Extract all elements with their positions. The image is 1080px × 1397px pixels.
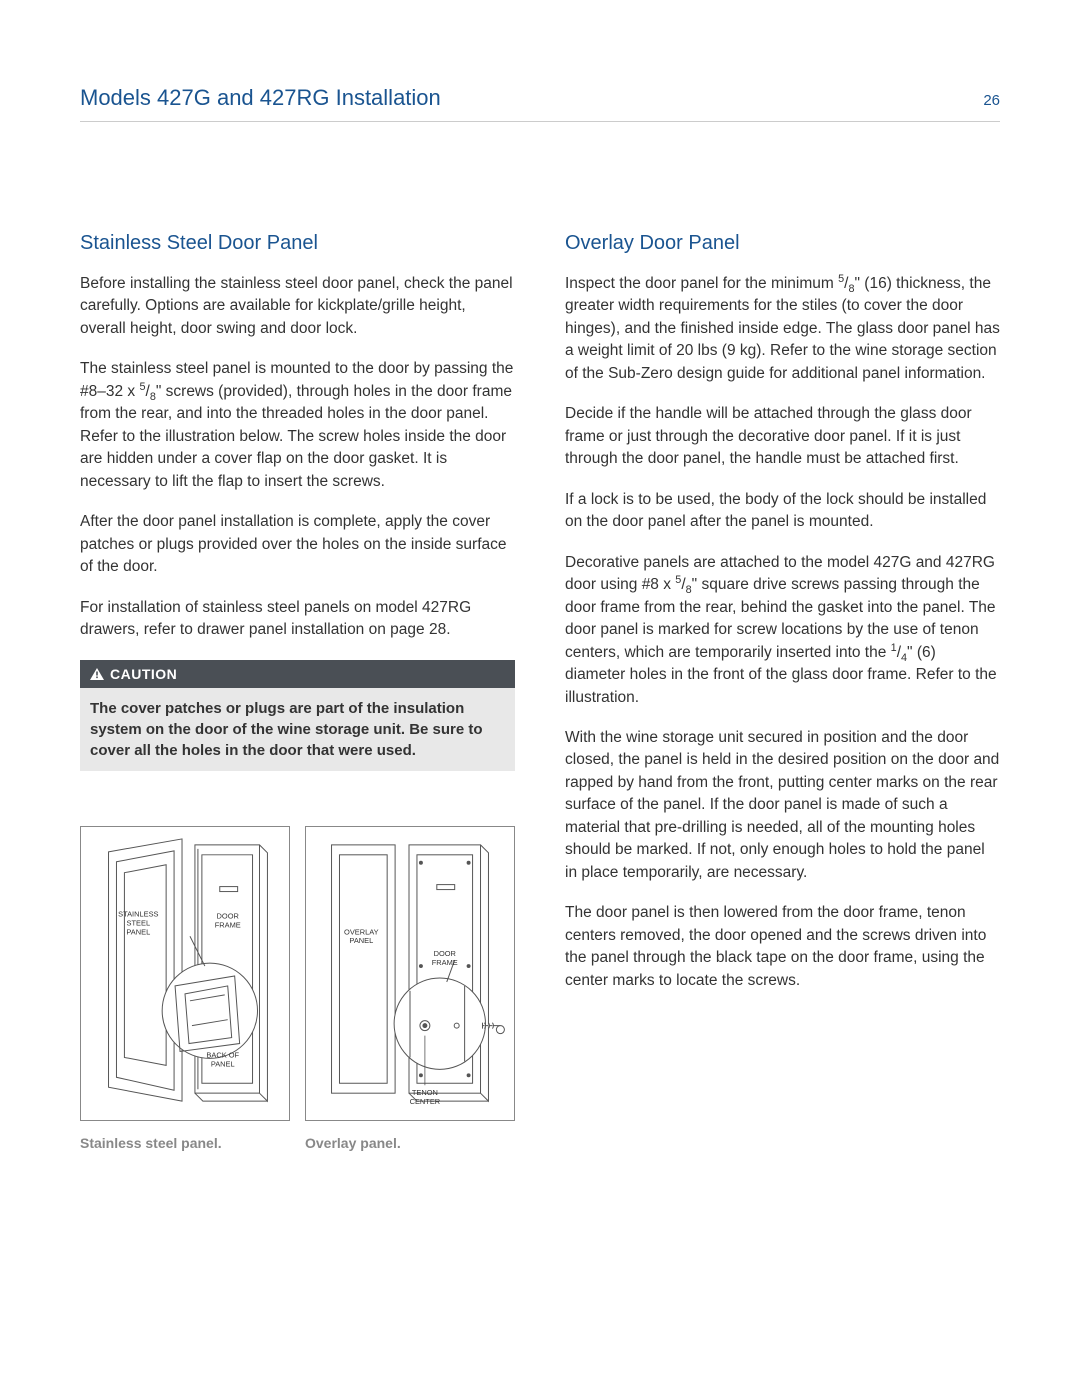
content-columns: Stainless Steel Door Panel Before instal…: [80, 232, 1000, 1151]
left-p3: After the door panel installation is com…: [80, 511, 515, 578]
caution-label: CAUTION: [110, 666, 177, 682]
stainless-panel-diagram: STAINLESS STEEL PANEL DOOR FRAME BACK OF…: [81, 827, 289, 1120]
frac-n: 5: [675, 574, 681, 586]
label-back-1: BACK OF: [206, 1050, 239, 1059]
label-frame2-1: DOOR: [434, 949, 457, 958]
left-p4: For installation of stainless steel pane…: [80, 597, 515, 642]
label-frame2-2: FRAME: [432, 958, 458, 967]
right-p3: If a lock is to be used, the body of the…: [565, 489, 1000, 534]
caution-body: The cover patches or plugs are part of t…: [80, 688, 515, 771]
label-frame-2: FRAME: [215, 920, 241, 929]
label-tenon-1: TENON: [412, 1088, 438, 1097]
frac-n: 5: [838, 273, 844, 285]
page-number: 26: [983, 92, 1000, 109]
right-column: Overlay Door Panel Inspect the door pane…: [565, 232, 1000, 1151]
label-overlay-2: PANEL: [349, 936, 373, 945]
caution-bar: CAUTION: [80, 660, 515, 688]
frac-n: 1: [891, 641, 897, 653]
label-stainless-2: STEEL: [127, 918, 151, 927]
right-heading: Overlay Door Panel: [565, 232, 1000, 255]
label-tenon-2: CENTER: [410, 1097, 441, 1106]
figure-row: STAINLESS STEEL PANEL DOOR FRAME BACK OF…: [80, 826, 515, 1151]
fig1-caption: Stainless steel panel.: [80, 1135, 290, 1151]
right-p4: Decorative panels are attached to the mo…: [565, 552, 1000, 709]
label-stainless-3: PANEL: [126, 927, 150, 936]
label-stainless-1: STAINLESS: [118, 909, 158, 918]
figure-overlay: OVERLAY PANEL DOOR FRAME TENON CENTER: [305, 826, 515, 1121]
warning-icon: [90, 668, 104, 680]
figure-stainless-wrapper: STAINLESS STEEL PANEL DOOR FRAME BACK OF…: [80, 826, 290, 1151]
label-overlay-1: OVERLAY: [344, 927, 379, 936]
right-p2: Decide if the handle will be attached th…: [565, 403, 1000, 470]
label-frame-1: DOOR: [217, 911, 240, 920]
page-header: Models 427G and 427RG Installation 26: [80, 85, 1000, 122]
left-p2: The stainless steel panel is mounted to …: [80, 358, 515, 493]
figure-stainless: STAINLESS STEEL PANEL DOOR FRAME BACK OF…: [80, 826, 290, 1121]
right-p1a: Inspect the door panel for the minimum: [565, 275, 838, 292]
figure-overlay-wrapper: OVERLAY PANEL DOOR FRAME TENON CENTER Ov…: [305, 826, 515, 1151]
left-heading: Stainless Steel Door Panel: [80, 232, 515, 255]
header-title: Models 427G and 427RG Installation: [80, 85, 441, 111]
frac-n: 5: [139, 381, 145, 393]
overlay-panel-diagram: OVERLAY PANEL DOOR FRAME TENON CENTER: [306, 827, 514, 1120]
fig2-caption: Overlay panel.: [305, 1135, 515, 1151]
left-column: Stainless Steel Door Panel Before instal…: [80, 232, 515, 1151]
right-p5: With the wine storage unit secured in po…: [565, 727, 1000, 884]
left-p1: Before installing the stainless steel do…: [80, 273, 515, 340]
label-back-2: PANEL: [211, 1059, 235, 1068]
right-p1: Inspect the door panel for the minimum 5…: [565, 273, 1000, 385]
caution-box: CAUTION The cover patches or plugs are p…: [80, 660, 515, 771]
left-p2b: " screws (provided), through holes in th…: [80, 383, 512, 490]
right-p6: The door panel is then lowered from the …: [565, 902, 1000, 992]
